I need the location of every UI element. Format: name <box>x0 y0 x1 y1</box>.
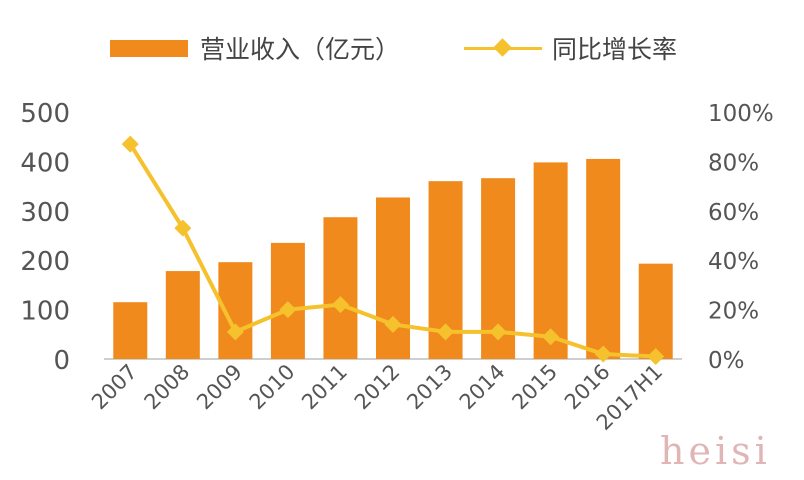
x-tick-2007: 2007 <box>87 360 142 415</box>
y-left-tick-100: 100 <box>20 297 70 327</box>
legend-line-swatch <box>464 33 543 63</box>
bar-2017H1 <box>638 263 673 359</box>
y-left-tick-400: 400 <box>20 148 70 178</box>
x-tick-2015: 2015 <box>507 360 562 415</box>
y-right-tick-60%: 60% <box>708 200 759 226</box>
x-tick-2012: 2012 <box>350 360 405 415</box>
y-left-tick-300: 300 <box>20 198 70 228</box>
growth-point-2013 <box>437 323 455 341</box>
legend-label-revenue: 营业收入（亿元） <box>200 35 401 64</box>
growth-point-2009 <box>226 323 244 341</box>
legend: 营业收入（亿元） 同比增长率 <box>110 30 677 66</box>
x-tick-2009: 2009 <box>192 360 247 415</box>
growth-point-2015 <box>542 328 560 346</box>
growth-point-2017H1 <box>647 348 665 366</box>
y-left-tick-0: 0 <box>53 346 70 376</box>
x-tick-2008: 2008 <box>140 360 195 415</box>
growth-point-2010 <box>279 301 297 319</box>
y-right-tick-20%: 20% <box>708 299 759 325</box>
legend-label-growth: 同比增长率 <box>552 35 678 64</box>
growth-point-2007 <box>121 135 139 153</box>
growth-point-2012 <box>384 315 402 333</box>
y-right-tick-40%: 40% <box>708 249 759 275</box>
x-tick-2013: 2013 <box>402 360 457 415</box>
line-series <box>121 135 665 366</box>
legend-item-revenue: 营业收入（亿元） <box>110 30 400 66</box>
bar-2015 <box>533 162 568 359</box>
bar-2011 <box>323 217 358 359</box>
bar-2016 <box>586 158 621 359</box>
y-right-tick-80%: 80% <box>708 150 759 176</box>
x-tick-2010: 2010 <box>245 360 300 415</box>
watermark: heisi <box>660 429 771 473</box>
y-right-tick-100%: 100% <box>708 101 774 127</box>
growth-point-2016 <box>594 345 612 363</box>
y-right-tick-0%: 0% <box>708 348 745 374</box>
bar-series <box>113 158 673 359</box>
x-tick-2011: 2011 <box>297 360 352 415</box>
growth-point-2014 <box>489 323 507 341</box>
bar-2007 <box>113 302 148 359</box>
growth-point-2008 <box>174 219 192 237</box>
bar-2012 <box>376 197 410 359</box>
bar-2010 <box>270 242 305 359</box>
legend-bar-swatch <box>110 39 188 57</box>
y-left-tick-500: 500 <box>20 99 70 129</box>
legend-item-growth: 同比增长率 <box>400 30 677 66</box>
legend-diamond-marker <box>493 38 512 57</box>
y-left-tick-200: 200 <box>20 247 70 277</box>
growth-point-2011 <box>331 296 349 314</box>
x-tick-2014: 2014 <box>455 360 510 415</box>
bar-2008 <box>165 271 200 359</box>
